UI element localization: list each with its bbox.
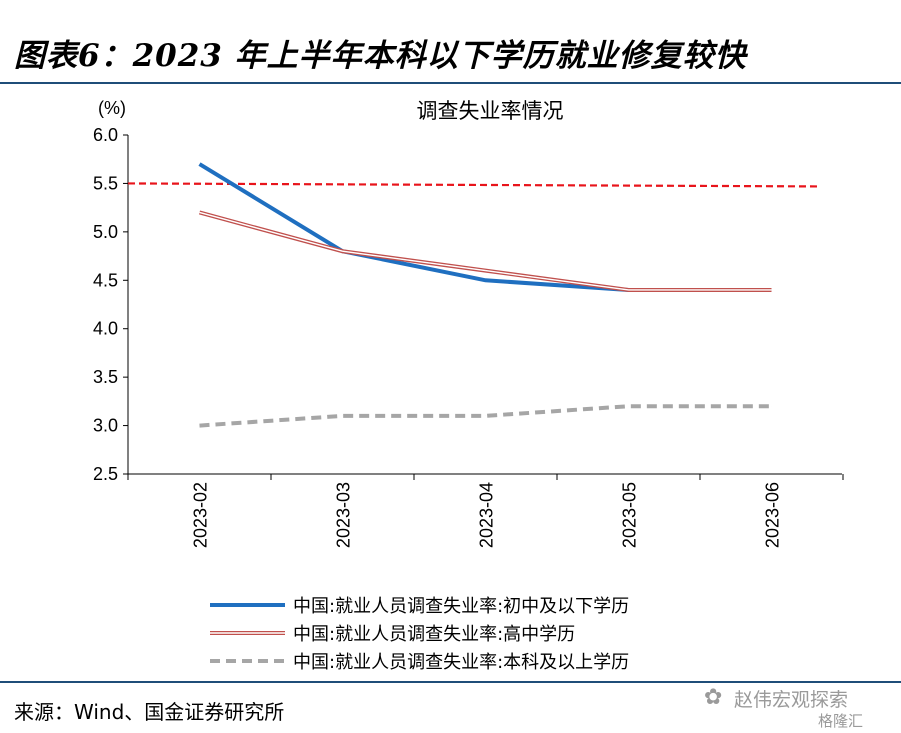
y-tick-label: 6.0 xyxy=(93,125,118,145)
watermark-text: 赵伟宏观探索 xyxy=(734,689,849,711)
y-tick-label: 3.5 xyxy=(93,367,118,387)
y-tick-label: 3.0 xyxy=(93,416,118,436)
x-tick-label: 2023-04 xyxy=(477,482,497,548)
source-note: 来源：Wind、国金证券研究所 xyxy=(14,700,285,724)
y-axis-unit: (%) xyxy=(98,98,126,118)
x-tick-label: 2023-06 xyxy=(763,482,783,548)
legend-label: 中国:就业人员调查失业率:初中及以下学历 xyxy=(293,596,629,617)
x-tick-label: 2023-05 xyxy=(620,482,640,548)
wechat-icon: ✿ xyxy=(704,685,723,710)
watermark-badge: 格隆汇 xyxy=(818,712,864,730)
x-tick-label: 2023-03 xyxy=(334,482,354,548)
y-tick-label: 5.0 xyxy=(93,222,118,242)
legend-label: 中国:就业人员调查失业率:高中学历 xyxy=(293,624,575,645)
y-tick-label: 4.5 xyxy=(93,270,118,290)
y-tick-label: 4.0 xyxy=(93,319,118,339)
watermark: ✿ 赵伟宏观探索 格隆汇 xyxy=(700,681,900,733)
chart-title: 调查失业率情况 xyxy=(417,99,564,123)
y-tick-label: 5.5 xyxy=(93,173,118,193)
reference-line xyxy=(127,182,821,188)
legend-label: 中国:就业人员调查失业率:本科及以上学历 xyxy=(293,652,629,673)
bottom-rule xyxy=(0,681,901,683)
y-tick-label: 2.5 xyxy=(93,464,118,484)
line-chart: 调查失业率情况 (%) 6.0 5.5 5.0 4.5 4.0 3.5 3.0 2.5 2023-0… xyxy=(93,98,844,673)
x-tick-label: 2023-02 xyxy=(191,482,211,548)
figure-title: 图表6：2023 年上半年本科以下学历就业修复较快 xyxy=(14,38,747,74)
top-rule xyxy=(0,82,901,84)
